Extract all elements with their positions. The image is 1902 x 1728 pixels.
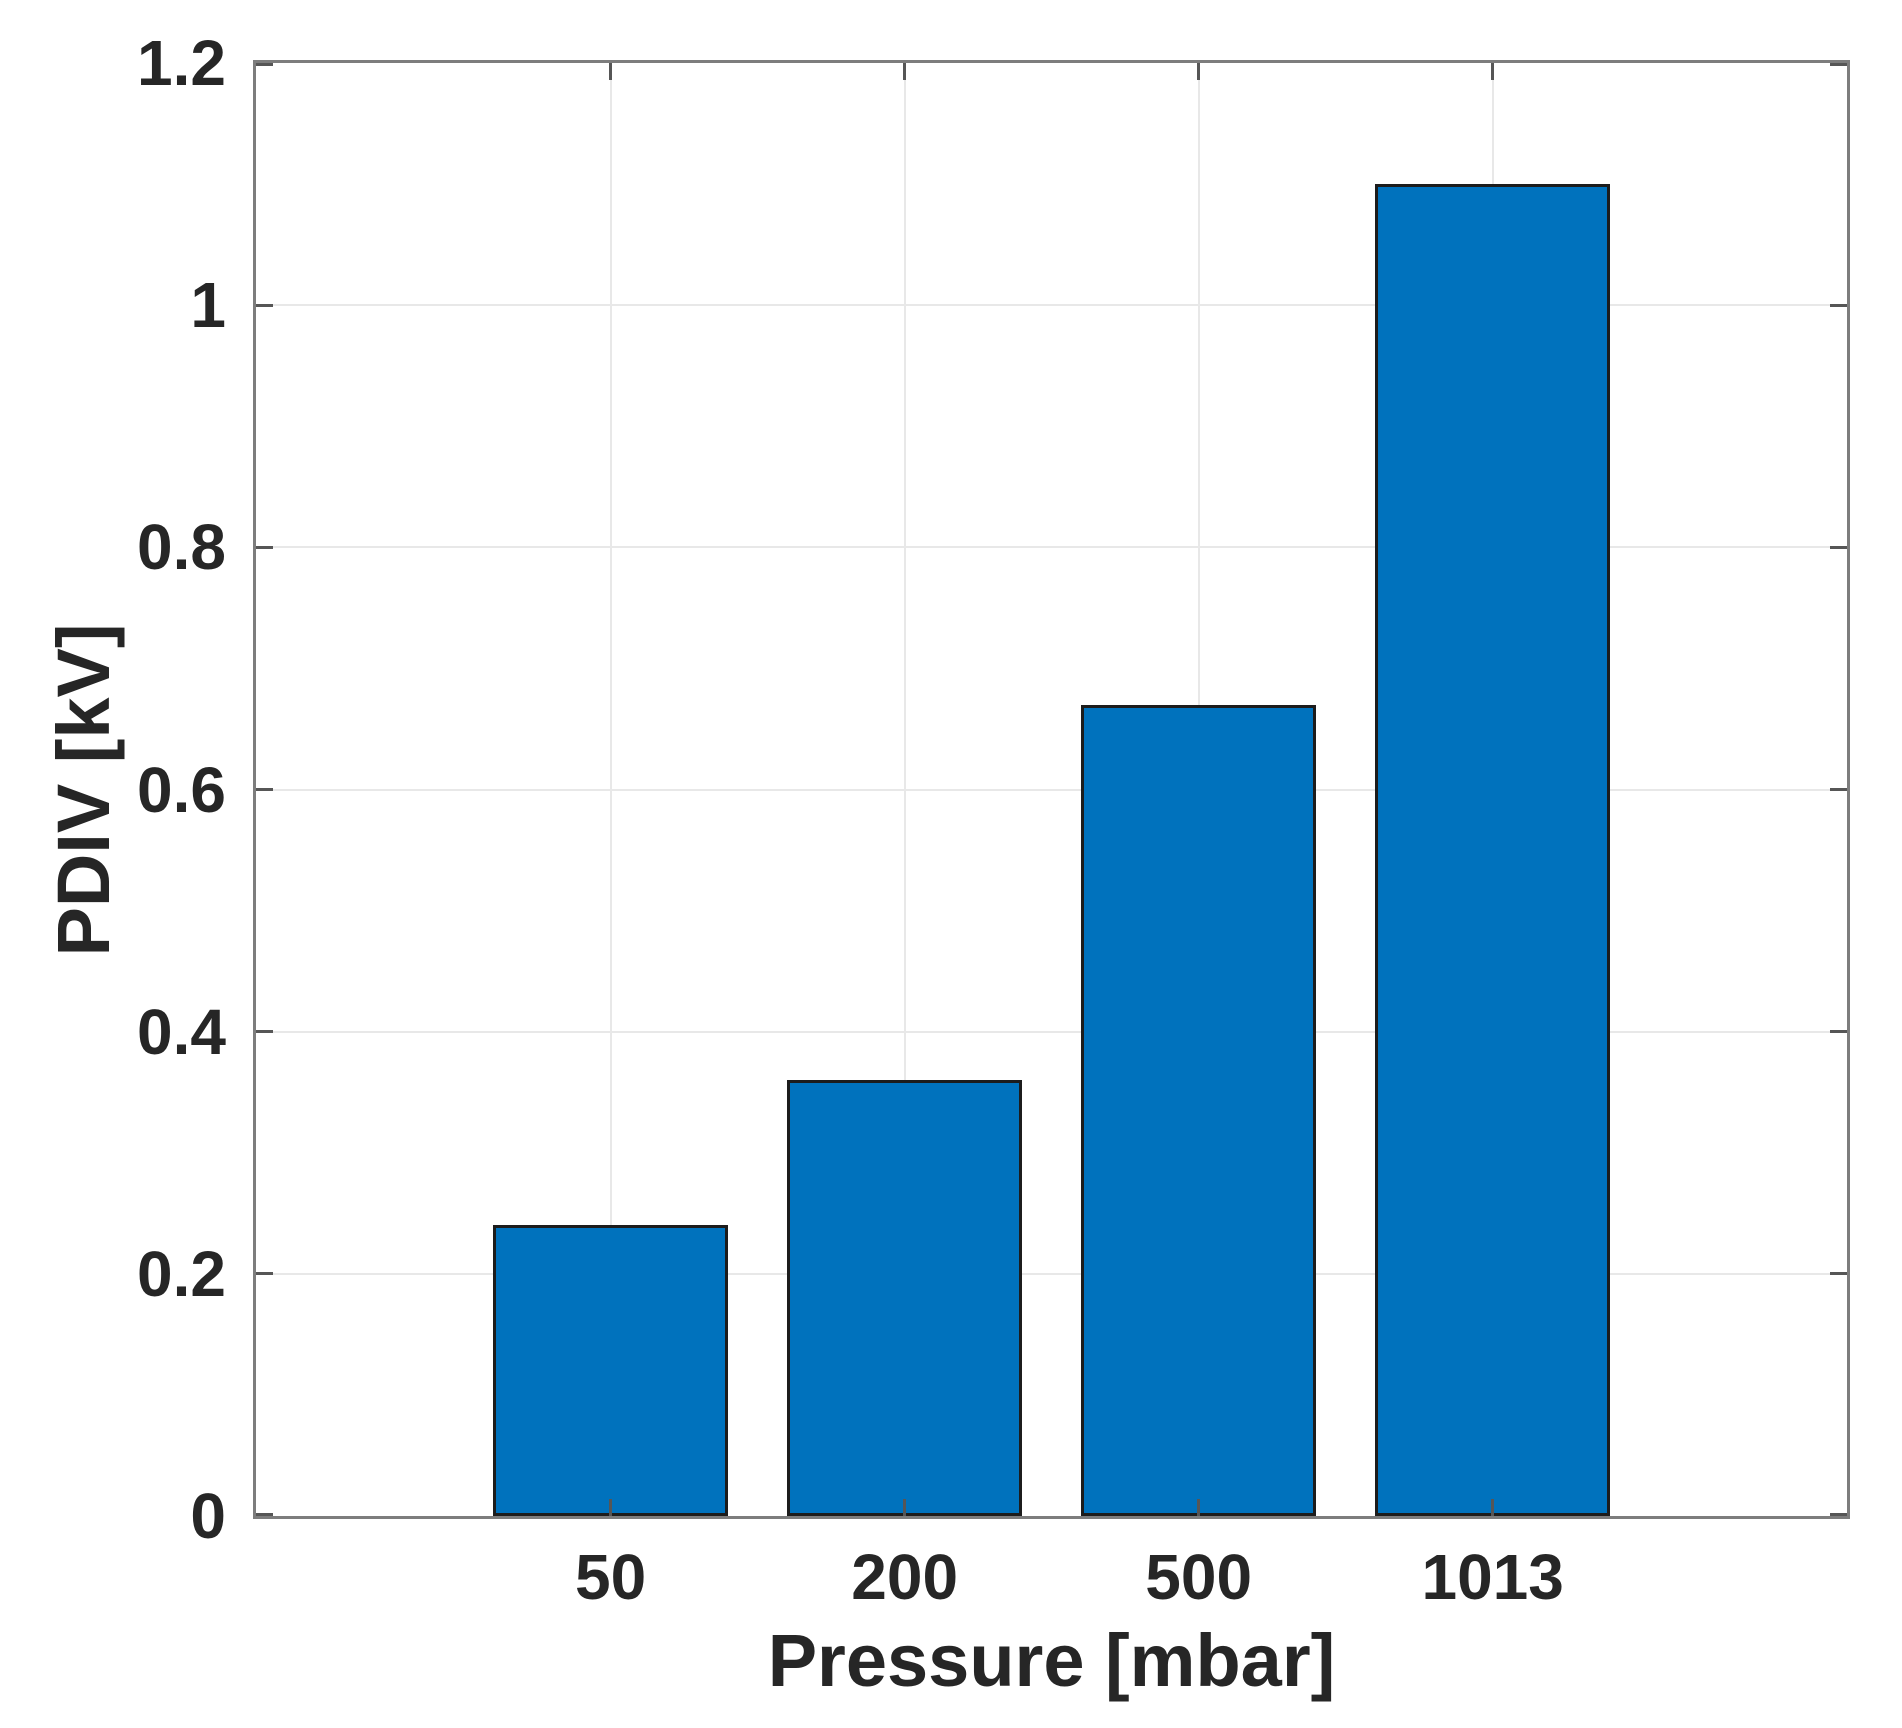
y-tick-mark bbox=[1830, 1272, 1847, 1276]
y-tick-mark bbox=[1830, 303, 1847, 307]
y-tick-label: 1 bbox=[190, 269, 226, 342]
y-tick-mark bbox=[1830, 1513, 1847, 1516]
x-tick-mark bbox=[1491, 1499, 1495, 1516]
y-tick-label: 0.4 bbox=[137, 995, 226, 1068]
x-tick-mark bbox=[903, 1499, 907, 1516]
x-tick-label: 500 bbox=[1145, 1541, 1253, 1613]
y-tick-mark bbox=[256, 545, 273, 549]
y-tick-mark bbox=[1830, 63, 1847, 66]
y-tick-label: 0.8 bbox=[137, 511, 226, 584]
plot-area bbox=[253, 60, 1850, 1519]
x-tick-mark bbox=[1491, 63, 1495, 80]
bar-50 bbox=[493, 1225, 729, 1516]
bar-1013 bbox=[1375, 184, 1611, 1516]
y-tick-mark bbox=[1830, 1030, 1847, 1034]
x-tick-mark bbox=[903, 63, 907, 80]
y-tick-mark bbox=[1830, 545, 1847, 549]
y-tick-mark bbox=[256, 303, 273, 307]
y-tick-label: 0 bbox=[190, 1480, 226, 1552]
y-tick-label: 0.2 bbox=[137, 1237, 226, 1310]
y-gridline bbox=[256, 304, 1847, 307]
x-tick-mark bbox=[609, 1499, 613, 1516]
x-tick-label: 200 bbox=[851, 1541, 959, 1613]
y-tick-mark bbox=[256, 1030, 273, 1034]
y-gridline bbox=[256, 1272, 1847, 1275]
x-tick-mark bbox=[609, 63, 613, 80]
bar-500 bbox=[1081, 704, 1317, 1516]
y-tick-label: 0.6 bbox=[137, 753, 226, 826]
y-gridline bbox=[256, 788, 1847, 791]
x-axis-title: Pressure [mbar] bbox=[767, 1619, 1336, 1702]
bar-200 bbox=[787, 1080, 1023, 1516]
y-gridline bbox=[256, 546, 1847, 549]
y-tick-mark bbox=[256, 63, 273, 66]
y-tick-label: 1.2 bbox=[137, 27, 226, 99]
x-tick-label: 1013 bbox=[1421, 1541, 1564, 1613]
x-tick-mark bbox=[1197, 63, 1201, 80]
y-tick-mark bbox=[1830, 788, 1847, 791]
y-tick-mark bbox=[256, 788, 273, 791]
x-tick-label: 50 bbox=[575, 1541, 647, 1613]
y-tick-mark bbox=[256, 1272, 273, 1276]
y-gridline bbox=[256, 1030, 1847, 1033]
y-tick-mark bbox=[256, 1513, 273, 1516]
x-tick-mark bbox=[1197, 1499, 1201, 1516]
